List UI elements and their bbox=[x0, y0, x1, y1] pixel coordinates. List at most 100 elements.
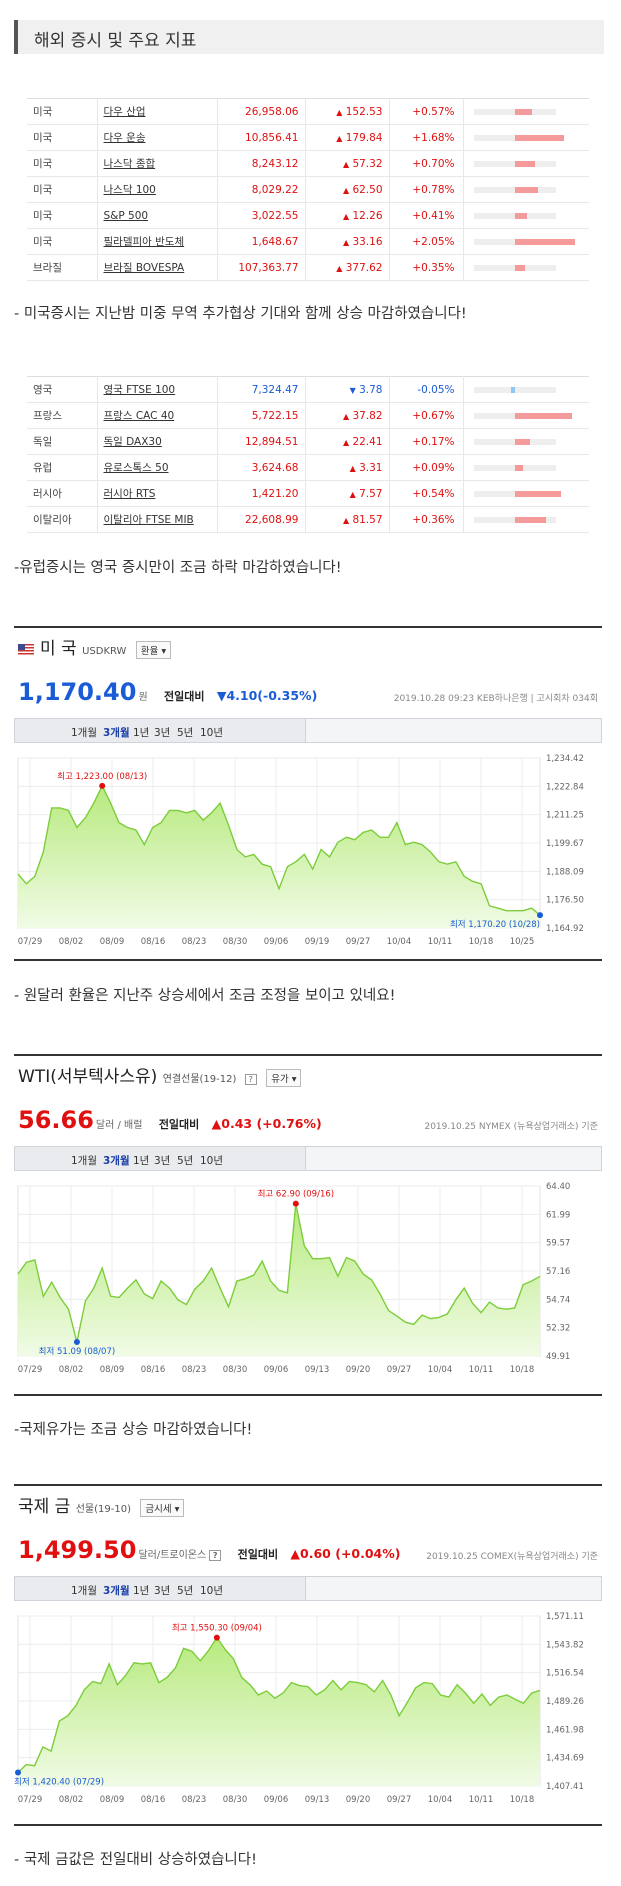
index-name-link[interactable]: 나스닥 종합 bbox=[96, 150, 217, 177]
country-cell: 미국 bbox=[27, 176, 97, 203]
change-bar-fill bbox=[514, 186, 538, 193]
index-name-link[interactable]: S&P 500 bbox=[96, 202, 217, 229]
panel-meta: 2019.10.28 09:23 KEB하나은행 | 고시회차 034회 bbox=[393, 694, 598, 704]
index-change: ▲ 7.57 bbox=[304, 480, 389, 507]
tab-blank-area bbox=[306, 719, 601, 742]
x-tick-label: 10/04 bbox=[428, 1365, 453, 1375]
country-cell: 독일 bbox=[27, 428, 97, 455]
change-bar bbox=[462, 254, 589, 281]
country-cell: 영국 bbox=[27, 376, 97, 403]
table-row: 브라질 브라질 BOVESPA 107,363.77 ▲ 377.62 +0.35% bbox=[27, 254, 589, 281]
tab-3y[interactable]: 3년 bbox=[154, 727, 171, 739]
high-label: 최고 1,223.00 (08/13) bbox=[57, 771, 147, 782]
tab-5y[interactable]: 5년 bbox=[177, 727, 194, 739]
index-percent: +0.78% bbox=[388, 176, 463, 203]
x-tick-label: 09/20 bbox=[346, 1365, 371, 1375]
index-change: ▲ 33.16 bbox=[304, 228, 389, 255]
change-bar bbox=[462, 376, 589, 403]
x-tick-label: 07/29 bbox=[18, 1795, 43, 1805]
index-name-link[interactable]: 유로스톡스 50 bbox=[96, 454, 217, 481]
table-row: 미국 나스닥 종합 8,243.12 ▲ 57.32 +0.70% bbox=[27, 150, 589, 177]
x-tick-label: 10/04 bbox=[387, 937, 412, 947]
index-name-link[interactable]: 브라질 BOVESPA bbox=[96, 254, 217, 281]
index-percent: +0.57% bbox=[388, 98, 463, 125]
index-name-link[interactable]: 영국 FTSE 100 bbox=[96, 376, 217, 403]
x-tick-label: 10/04 bbox=[428, 1795, 453, 1805]
help-icon[interactable]: ? bbox=[244, 1074, 257, 1085]
index-change: ▲ 3.31 bbox=[304, 454, 389, 481]
change-bar bbox=[462, 176, 589, 203]
compare-value: ▼4.10(-0.35%) bbox=[216, 688, 318, 703]
y-tick-label: 1,516.54 bbox=[546, 1669, 584, 1679]
low-point bbox=[73, 1339, 80, 1346]
tab-10y[interactable]: 10년 bbox=[200, 1585, 224, 1597]
price-unit: 달러/트로이온스 bbox=[138, 1550, 207, 1561]
index-value: 107,363.77 bbox=[216, 254, 305, 281]
index-name-link[interactable]: 프랑스 CAC 40 bbox=[96, 402, 217, 429]
index-percent: +0.36% bbox=[388, 506, 463, 533]
change-bar bbox=[462, 98, 589, 125]
table-row: 프랑스 프랑스 CAC 40 5,722.15 ▲ 37.82 +0.67% bbox=[27, 402, 589, 429]
exchange-rate-button[interactable]: 환율 ▾ bbox=[135, 641, 172, 659]
country-cell: 브라질 bbox=[27, 254, 97, 281]
tab-3m[interactable]: 3개월 bbox=[103, 1585, 130, 1597]
index-value: 12,894.51 bbox=[216, 428, 305, 455]
tab-3m[interactable]: 3개월 bbox=[103, 1155, 130, 1167]
tab-1y[interactable]: 1년 bbox=[133, 1155, 150, 1167]
x-tick-label: 08/09 bbox=[100, 1365, 125, 1375]
change-bar-fill bbox=[514, 412, 572, 419]
change-bar-fill bbox=[510, 386, 515, 393]
tab-10y[interactable]: 10년 bbox=[200, 727, 224, 739]
price-row: 1,170.40 원 전일대비 ▼4.10(-0.35%) bbox=[18, 678, 317, 706]
index-percent: +0.67% bbox=[388, 402, 463, 429]
x-tick-label: 10/18 bbox=[510, 1365, 535, 1375]
index-name-link[interactable]: 다우 산업 bbox=[96, 98, 217, 125]
index-name-link[interactable]: 이탈리아 FTSE MIB bbox=[96, 506, 217, 533]
tab-blank-area bbox=[306, 1577, 601, 1600]
index-value: 1,648.67 bbox=[216, 228, 305, 255]
change-bar-fill bbox=[514, 238, 575, 245]
change-arrow-icon: ▲ bbox=[342, 159, 350, 169]
country-cell: 러시아 bbox=[27, 480, 97, 507]
tab-1m[interactable]: 1개월 bbox=[71, 1155, 98, 1167]
x-tick-label: 08/16 bbox=[141, 937, 166, 947]
gold-price-button[interactable]: 금시세 ▾ bbox=[140, 1499, 185, 1517]
x-tick-label: 08/09 bbox=[100, 937, 125, 947]
index-change: ▲ 152.53 bbox=[304, 98, 389, 125]
tab-divider bbox=[305, 719, 306, 742]
index-value: 5,722.15 bbox=[216, 402, 305, 429]
index-name-link[interactable]: 다우 운송 bbox=[96, 124, 217, 151]
low-label: 최저 1,170.20 (10/28) bbox=[450, 919, 540, 930]
series-area bbox=[18, 1203, 540, 1356]
tab-3m[interactable]: 3개월 bbox=[103, 727, 130, 739]
tab-3y[interactable]: 3년 bbox=[154, 1585, 171, 1597]
tab-10y[interactable]: 10년 bbox=[200, 1155, 224, 1167]
oil-price-button[interactable]: 유가 ▾ bbox=[266, 1069, 302, 1087]
low-label: 최저 51.09 (08/07) bbox=[39, 1346, 116, 1357]
tab-3y[interactable]: 3년 bbox=[154, 1155, 171, 1167]
tab-1m[interactable]: 1개월 bbox=[71, 727, 98, 739]
y-tick-label: 1,489.26 bbox=[546, 1697, 584, 1707]
index-name-link[interactable]: 러시아 RTS bbox=[96, 480, 217, 507]
tab-1m[interactable]: 1개월 bbox=[71, 1585, 98, 1597]
tab-1y[interactable]: 1년 bbox=[133, 1585, 150, 1597]
tab-1y[interactable]: 1년 bbox=[133, 727, 150, 739]
x-tick-label: 08/09 bbox=[100, 1795, 125, 1805]
index-name-link[interactable]: 나스닥 100 bbox=[96, 176, 217, 203]
x-tick-label: 08/02 bbox=[59, 1365, 84, 1375]
y-tick-label: 1,211.25 bbox=[546, 811, 584, 821]
help-icon[interactable]: ? bbox=[209, 1550, 222, 1561]
y-tick-label: 1,571.11 bbox=[546, 1612, 584, 1622]
panel-meta: 2019.10.25 COMEX(뉴욕상업거래소) 기준 bbox=[426, 1552, 598, 1562]
section-heading: 해외 증시 및 주요 지표 bbox=[14, 20, 604, 54]
index-name-link[interactable]: 필라델피아 반도체 bbox=[96, 228, 217, 255]
y-tick-label: 1,164.92 bbox=[546, 924, 584, 934]
index-name-link[interactable]: 독일 DAX30 bbox=[96, 428, 217, 455]
change-bar-fill bbox=[514, 516, 546, 523]
change-arrow-icon: ▲ bbox=[336, 133, 343, 143]
tab-5y[interactable]: 5년 bbox=[177, 1155, 194, 1167]
tab-5y[interactable]: 5년 bbox=[177, 1585, 194, 1597]
x-tick-label: 10/11 bbox=[469, 1365, 494, 1375]
wti-chart: 64.40 61.99 59.57 57.16 54.74 52.32 49.91 07/29… bbox=[17, 1182, 570, 1375]
country-cell: 프랑스 bbox=[27, 402, 97, 429]
